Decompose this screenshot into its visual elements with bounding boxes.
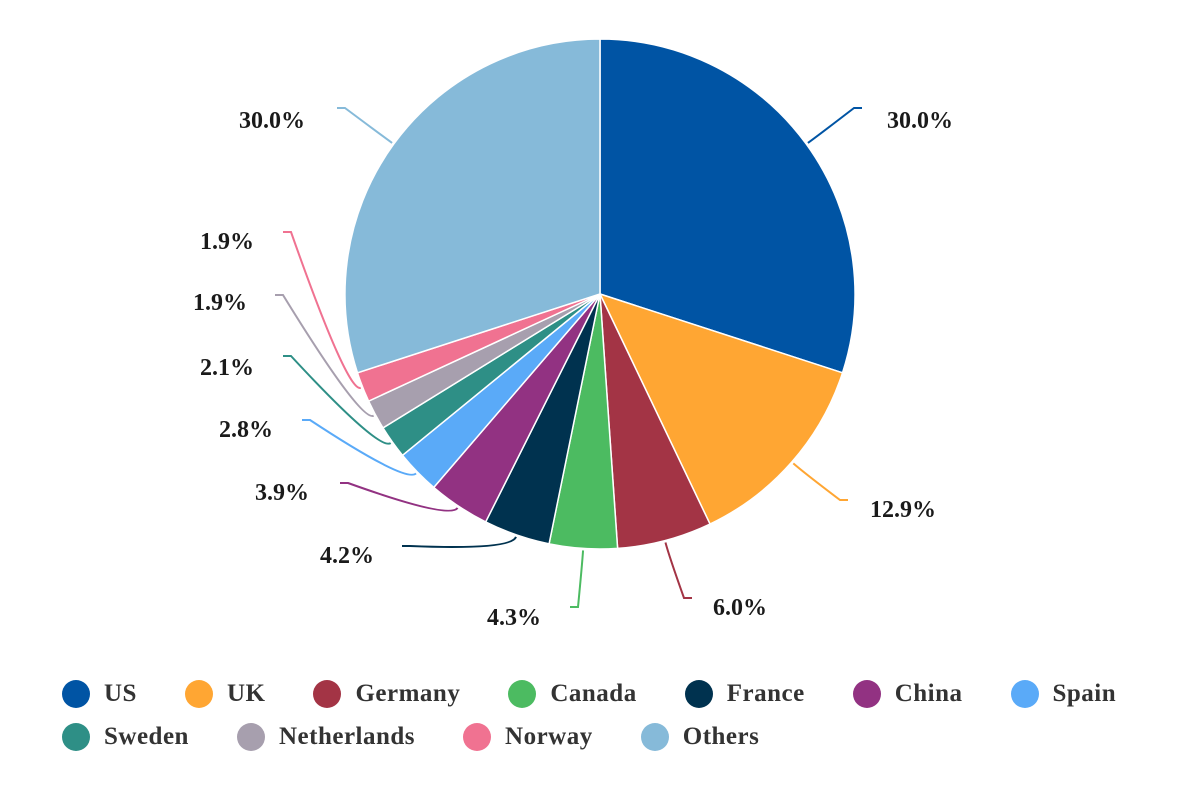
slice-label-china: 3.9% <box>255 480 309 506</box>
legend-item-us[interactable]: US <box>62 679 137 708</box>
pie-slice-uk[interactable] <box>598 292 844 526</box>
legend-item-netherlands[interactable]: Netherlands <box>236 722 416 751</box>
pie-slices <box>344 38 856 550</box>
slice-label-sweden: 2.1% <box>200 355 254 381</box>
pie-chart: 30.0% 12.9% 6.0% 4.3% 4.2% 3.9% 2.8% 2.1% 1.9% 1.… <box>193 38 953 631</box>
slice-label-norway: 1.9% <box>200 229 254 255</box>
leader-line-uk <box>792 462 848 501</box>
slice-label-us: 30.0% <box>887 108 953 134</box>
legend-swatch <box>1010 679 1039 708</box>
leader-line-sweden <box>283 355 392 445</box>
legend-item-norway[interactable]: Norway <box>463 722 593 751</box>
pie-slice-others[interactable] <box>344 38 601 374</box>
leader-line-others <box>337 107 393 144</box>
leader-line-germany <box>664 542 692 599</box>
legend-swatch <box>852 679 881 708</box>
legend-label: France <box>726 679 805 707</box>
slice-labels: 30.0% 12.9% 6.0% 4.3% 4.2% 3.9% 2.8% 2.1% 1.9% 1.… <box>193 108 953 631</box>
slice-label-canada: 4.3% <box>487 605 541 631</box>
legend-row: US UK Germany Canada France China Spain <box>62 672 1172 715</box>
legend-label: Sweden <box>104 722 189 750</box>
leader-line-china <box>340 482 459 512</box>
legend-swatch <box>236 722 265 751</box>
leader-line-spain <box>302 419 417 476</box>
slice-label-spain: 2.8% <box>219 417 273 443</box>
legend: US UK Germany Canada France China Spain Sweden… <box>62 672 1172 758</box>
pie-slice-us[interactable] <box>599 38 856 374</box>
legend-label: US <box>104 679 137 707</box>
slice-label-others: 30.0% <box>239 108 305 134</box>
legend-swatch <box>184 679 213 708</box>
legend-swatch <box>463 722 492 751</box>
legend-item-china[interactable]: China <box>852 679 963 708</box>
legend-item-germany[interactable]: Germany <box>313 679 461 708</box>
slice-label-germany: 6.0% <box>713 595 767 621</box>
legend-item-others[interactable]: Others <box>640 722 760 751</box>
legend-swatch <box>640 722 669 751</box>
legend-item-canada[interactable]: Canada <box>508 679 637 708</box>
slice-label-netherlands: 1.9% <box>193 290 247 316</box>
legend-item-sweden[interactable]: Sweden <box>62 722 189 751</box>
legend-label: China <box>894 679 963 707</box>
legend-label: Norway <box>505 722 593 750</box>
leader-line-us <box>807 107 862 144</box>
legend-label: Spain <box>1052 679 1117 707</box>
leader-line-france <box>402 536 517 548</box>
legend-swatch <box>508 679 537 708</box>
legend-item-uk[interactable]: UK <box>184 679 266 708</box>
legend-label: Netherlands <box>278 722 416 750</box>
legend-label: Canada <box>550 679 637 707</box>
leader-line-norway <box>283 231 362 389</box>
legend-swatch <box>313 679 342 708</box>
slice-label-france: 4.2% <box>320 543 374 569</box>
legend-label: Others <box>682 722 760 750</box>
legend-item-spain[interactable]: Spain <box>1010 679 1117 708</box>
legend-label: UK <box>226 679 266 707</box>
legend-item-france[interactable]: France <box>684 679 805 708</box>
legend-swatch <box>684 679 713 708</box>
legend-swatch <box>62 679 90 708</box>
legend-swatch <box>62 722 90 751</box>
legend-label: Germany <box>355 679 461 707</box>
leader-line-canada <box>570 550 585 608</box>
leader-line-netherlands <box>275 294 375 417</box>
legend-row: Sweden Netherlands Norway Others <box>62 715 1172 758</box>
slice-label-uk: 12.9% <box>870 497 936 523</box>
leader-lines <box>275 107 862 608</box>
